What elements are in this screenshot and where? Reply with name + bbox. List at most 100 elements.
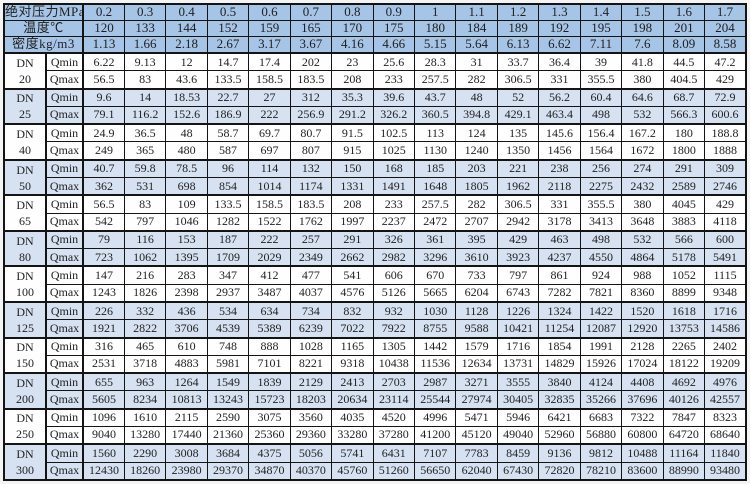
qmax-value: 1709 <box>206 248 250 267</box>
qmax-value: 41200 <box>413 425 457 445</box>
header-value: 0.6 <box>248 3 291 22</box>
header-value: 0.9 <box>372 3 416 22</box>
qmin-label: Qmin <box>45 87 84 107</box>
qmin-value: 316 <box>82 336 125 356</box>
header-value: 1.4 <box>579 3 623 22</box>
qmin-value: 2987 <box>413 372 457 392</box>
qmin-label: Qmin <box>45 229 84 250</box>
header-value: 204 <box>704 20 747 38</box>
qmin-value: 1716 <box>496 336 540 356</box>
qmax-value: 10421 <box>496 319 540 339</box>
qmax-value: 56.5 <box>82 70 125 90</box>
qmin-value: 331 <box>538 194 581 214</box>
qmax-value: 133.5 <box>206 70 250 90</box>
table-row: Qmax 1243 1826 2398 2937 3487 4037 4576 5126 5665… <box>4 283 747 303</box>
header-value: 180 <box>413 20 457 38</box>
table-row: DN 125 Qmin 226 332 436 534 634 734 832 932 1030 112… <box>3 300 747 339</box>
qmin-value: 41.8 <box>621 52 664 72</box>
dn-size: 20 <box>19 71 31 86</box>
qmax-value: 7922 <box>372 319 416 339</box>
qmin-value: 5741 <box>331 443 374 463</box>
qmax-value: 62040 <box>455 461 498 481</box>
qmax-value: 2982 <box>372 248 416 267</box>
qmin-value: 963 <box>123 372 167 392</box>
header-value: 189 <box>496 20 540 38</box>
dn-size-cell: DN 65 <box>3 194 47 232</box>
qmin-value: 28.3 <box>413 52 457 72</box>
qmin-value: 150 <box>331 158 374 178</box>
qmax-value: 6239 <box>289 319 333 339</box>
dn-label: DN <box>16 126 34 141</box>
qmax-value: 1800 <box>662 141 706 161</box>
qmin-value: 541 <box>331 265 374 285</box>
qmin-value: 1549 <box>206 372 250 392</box>
qmin-value: 4996 <box>413 407 457 427</box>
qmax-value: 3706 <box>165 319 208 339</box>
qmin-value: 3008 <box>165 443 208 463</box>
qmax-value: 1174 <box>289 177 333 196</box>
qmin-value: 282 <box>455 194 498 214</box>
qmin-value: 6683 <box>579 407 623 427</box>
qmin-value: 436 <box>165 300 208 321</box>
qmax-value: 1997 <box>331 212 374 232</box>
qmax-value: 1564 <box>579 141 623 161</box>
qmax-value: 19209 <box>704 354 747 374</box>
qmin-value: 4045 <box>662 194 706 214</box>
qmax-value: 1456 <box>538 141 581 161</box>
table-row: DN 80 Qmin 79 116 153 187 222 257 291 326 361 395 429… <box>3 229 747 267</box>
qmin-label: Qmin <box>45 123 84 143</box>
qmin-value: 610 <box>165 336 208 356</box>
qmax-value: 480 <box>165 141 208 161</box>
qmin-value: 12 <box>165 52 208 72</box>
table-row: Qmax 542 797 1046 1282 1522 1762 1997 2237 2472 27… <box>4 212 747 232</box>
dn-size: 40 <box>19 142 31 157</box>
qmax-value: 1130 <box>413 141 457 161</box>
qmax-label: Qmax <box>45 425 84 445</box>
qmin-value: 48 <box>165 123 208 143</box>
qmax-value: 5126 <box>372 283 416 303</box>
header-value: 198 <box>621 20 664 38</box>
qmin-label: Qmin <box>45 372 84 392</box>
qmin-value: 2265 <box>662 336 706 356</box>
table-row: DN 50 Qmin 40.7 59.8 78.5 96 114 132 150 168 185 203… <box>3 158 747 196</box>
qmin-value: 4520 <box>372 407 416 427</box>
table-row: DN 150 Qmin 316 465 610 748 888 1028 1165 1305 1442… <box>3 336 747 374</box>
qmax-value: 429 <box>704 70 747 90</box>
header-value: 8.09 <box>662 36 706 54</box>
header-value: 0.4 <box>165 3 208 22</box>
qmin-value: 5056 <box>289 443 333 463</box>
qmax-value: 8755 <box>413 319 457 339</box>
qmax-value: 8360 <box>621 283 664 303</box>
qmax-value: 8221 <box>289 354 333 374</box>
qmin-value: 6431 <box>372 443 416 463</box>
qmin-value: 7322 <box>621 407 664 427</box>
dn-size: 25 <box>19 107 31 122</box>
qmin-value: 113 <box>413 123 457 143</box>
qmax-value: 362 <box>82 177 125 196</box>
qmax-value: 37696 <box>621 390 664 410</box>
header-value: 4.16 <box>331 36 374 54</box>
qmax-value: 18203 <box>289 390 333 410</box>
qmax-value: 68640 <box>704 425 747 445</box>
qmin-value: 1226 <box>496 300 540 321</box>
qmax-value: 15926 <box>579 354 623 374</box>
qmax-value: 8899 <box>662 283 706 303</box>
qmin-value: 39.6 <box>372 87 416 107</box>
qmax-value: 600.6 <box>704 105 747 125</box>
qmin-value: 31 <box>455 52 498 72</box>
qmax-value: 1062 <box>123 248 167 267</box>
dn-size: 150 <box>16 356 34 371</box>
qmin-value: 180 <box>662 123 706 143</box>
qmin-value: 24.9 <box>82 123 125 143</box>
qmin-value: 147 <box>82 265 125 285</box>
qmin-value: 69.7 <box>248 123 291 143</box>
qmax-value: 1805 <box>455 177 498 196</box>
qmin-value: 133.5 <box>206 194 250 214</box>
qmin-value: 797 <box>496 265 540 285</box>
qmin-value: 291 <box>662 158 706 178</box>
header-value: 1.66 <box>123 36 167 54</box>
qmin-label: Qmin <box>45 336 84 356</box>
qmin-value: 670 <box>413 265 457 285</box>
qmin-value: 135 <box>496 123 540 143</box>
qmax-value: 1491 <box>372 177 416 196</box>
